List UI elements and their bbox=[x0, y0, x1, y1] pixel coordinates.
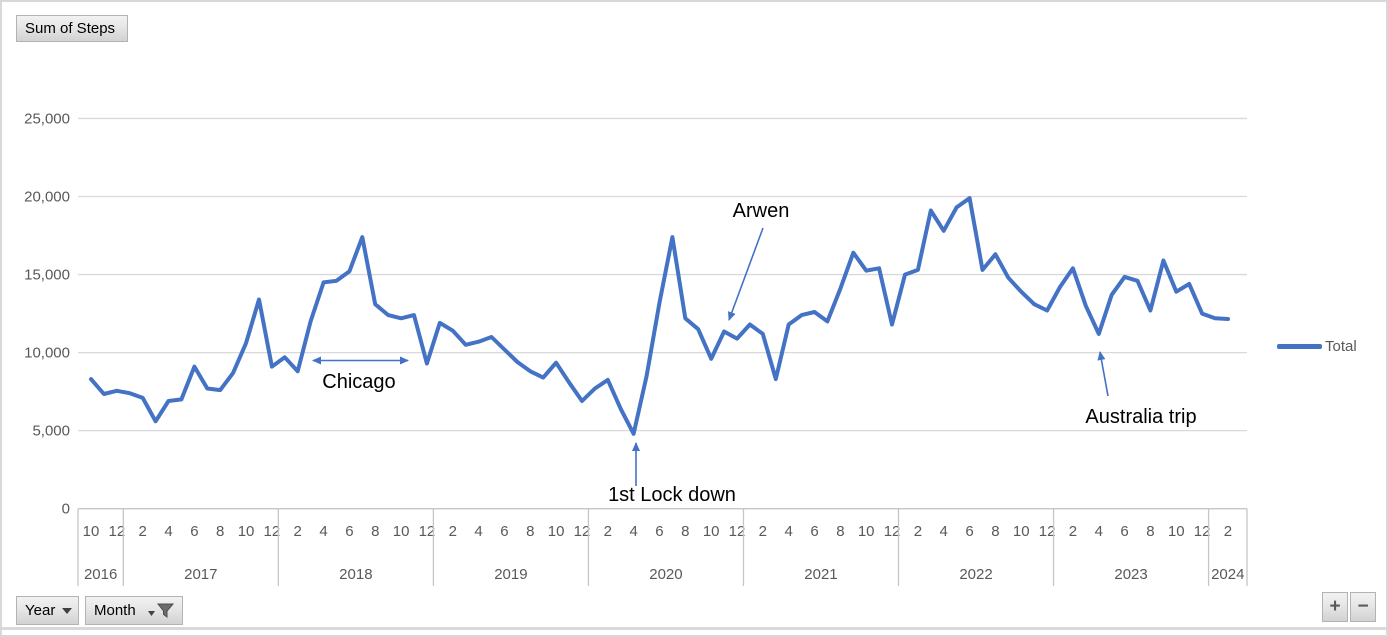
x-axis-month-label: 10 bbox=[858, 523, 875, 540]
x-axis-month-label: 8 bbox=[371, 523, 379, 540]
x-axis-year-label: 2018 bbox=[339, 566, 372, 583]
x-axis-month-label: 6 bbox=[655, 523, 663, 540]
plus-icon: + bbox=[1329, 596, 1341, 617]
x-axis-month-label: 4 bbox=[940, 523, 948, 540]
value-field-button[interactable]: Sum of Steps bbox=[16, 15, 128, 42]
value-field-label: Sum of Steps bbox=[25, 20, 116, 37]
annotation-text: Arwen bbox=[733, 200, 790, 222]
chevron-down-icon bbox=[62, 607, 73, 614]
annotation-text: Chicago bbox=[322, 371, 395, 393]
x-axis-month-label: 2 bbox=[759, 523, 767, 540]
x-axis-month-label: 8 bbox=[681, 523, 689, 540]
expand-field-button[interactable]: + bbox=[1322, 592, 1348, 622]
x-axis-month-label: 2 bbox=[914, 523, 922, 540]
x-axis-month-label: 10 bbox=[703, 523, 720, 540]
x-axis-month-label: 10 bbox=[548, 523, 565, 540]
x-axis-month-label: 4 bbox=[785, 523, 793, 540]
x-axis-year-label: 2023 bbox=[1114, 566, 1147, 583]
x-axis-month-label: 8 bbox=[216, 523, 224, 540]
annotation-arrow bbox=[728, 227, 764, 321]
y-axis-tick-label: 10,000 bbox=[24, 345, 70, 362]
x-axis-month-label: 4 bbox=[629, 523, 637, 540]
x-axis-month-label: 12 bbox=[574, 523, 591, 540]
x-axis-month-label: 4 bbox=[1095, 523, 1103, 540]
x-axis-month-label: 10 bbox=[393, 523, 410, 540]
chart-bottom-border bbox=[2, 627, 1386, 630]
year-field-button[interactable]: Year bbox=[16, 596, 79, 625]
y-axis-tick-label: 25,000 bbox=[24, 110, 70, 127]
x-axis-month-label: 2 bbox=[449, 523, 457, 540]
x-axis-month-label: 4 bbox=[164, 523, 172, 540]
y-axis-tick-label: 5,000 bbox=[32, 423, 70, 440]
x-axis-month-label: 10 bbox=[1013, 523, 1030, 540]
x-axis-month-label: 12 bbox=[419, 523, 436, 540]
x-axis-month-label: 10 bbox=[83, 523, 100, 540]
legend-line-swatch bbox=[1277, 343, 1322, 349]
x-axis-month-label: 2 bbox=[1224, 523, 1232, 540]
x-axis-year-label: 2020 bbox=[649, 566, 682, 583]
filter-icon bbox=[157, 603, 174, 618]
month-field-label: Month bbox=[94, 602, 136, 619]
x-axis-month-label: 8 bbox=[526, 523, 534, 540]
legend-label: Total bbox=[1325, 337, 1357, 355]
x-axis-month-label: 6 bbox=[500, 523, 508, 540]
x-axis-year-label: 2022 bbox=[959, 566, 992, 583]
x-axis-month-label: 2 bbox=[604, 523, 612, 540]
x-axis-month-label: 4 bbox=[319, 523, 327, 540]
x-axis-month-label: 8 bbox=[991, 523, 999, 540]
x-axis-month-label: 2 bbox=[1069, 523, 1077, 540]
x-axis-month-label: 10 bbox=[238, 523, 255, 540]
x-axis-month-label: 2 bbox=[139, 523, 147, 540]
collapse-field-button[interactable]: − bbox=[1350, 592, 1376, 622]
x-axis-year-label: 2016 bbox=[84, 566, 117, 583]
annotation-text: 1st Lock down bbox=[608, 484, 736, 506]
x-axis-year-label: 2017 bbox=[184, 566, 217, 583]
x-axis-month-label: 6 bbox=[345, 523, 353, 540]
x-axis-month-label: 6 bbox=[190, 523, 198, 540]
annotation-text: Australia trip bbox=[1085, 406, 1196, 428]
x-axis-month-label: 4 bbox=[474, 523, 482, 540]
y-axis-tick-label: 15,000 bbox=[24, 267, 70, 284]
x-axis-month-label: 6 bbox=[965, 523, 973, 540]
x-axis-month-label: 8 bbox=[1146, 523, 1154, 540]
minus-icon: − bbox=[1357, 596, 1369, 617]
year-field-label: Year bbox=[25, 602, 56, 619]
x-axis-year-label: 2019 bbox=[494, 566, 527, 583]
x-axis-month-label: 12 bbox=[884, 523, 901, 540]
total-series-line bbox=[89, 196, 1230, 436]
x-axis-month-label: 12 bbox=[264, 523, 281, 540]
x-axis-month-label: 6 bbox=[1120, 523, 1128, 540]
chevron-down-icon bbox=[148, 611, 155, 618]
x-axis-month-label: 2 bbox=[294, 523, 302, 540]
y-axis-tick-label: 0 bbox=[62, 501, 70, 518]
legend: Total bbox=[1277, 337, 1357, 355]
x-axis-month-label: 12 bbox=[1039, 523, 1056, 540]
x-axis-month-label: 12 bbox=[729, 523, 746, 540]
x-axis-month-label: 10 bbox=[1168, 523, 1185, 540]
annotation-arrow bbox=[1097, 351, 1109, 397]
y-axis-tick-label: 20,000 bbox=[24, 189, 70, 206]
x-axis-year-label: 2024 bbox=[1211, 566, 1244, 583]
x-axis-year-label: 2021 bbox=[804, 566, 837, 583]
x-axis-month-label: 6 bbox=[810, 523, 818, 540]
month-field-button[interactable]: Month bbox=[85, 596, 183, 625]
x-axis-month-label: 12 bbox=[1194, 523, 1211, 540]
x-axis-month-label: 8 bbox=[836, 523, 844, 540]
x-axis-month-label: 12 bbox=[108, 523, 125, 540]
